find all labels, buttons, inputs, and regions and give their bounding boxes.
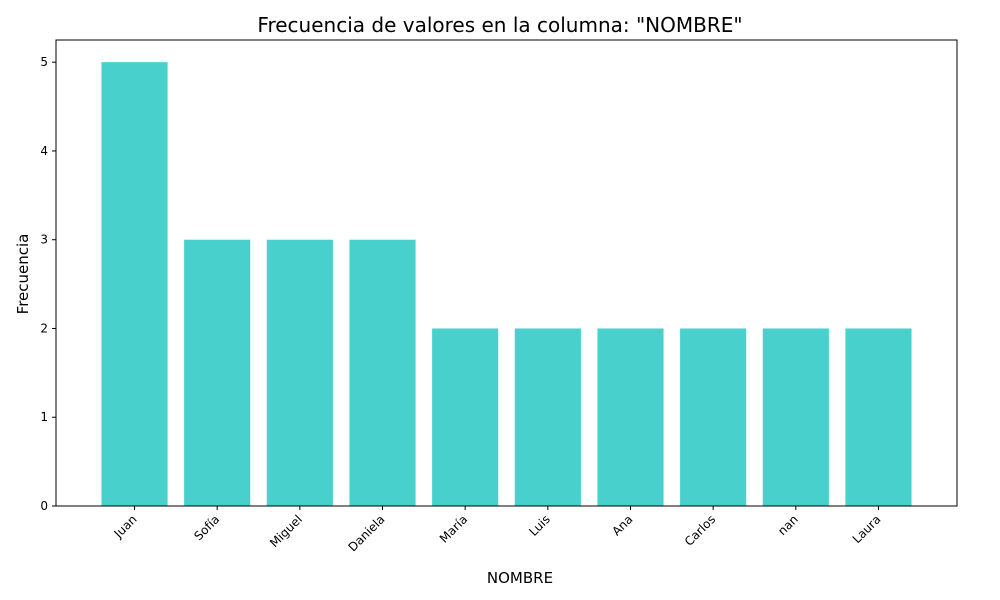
bar-nan	[762, 328, 829, 506]
axes-layer	[55, 39, 958, 507]
y-tick-label: 1	[40, 410, 48, 424]
bar-maría	[432, 328, 499, 506]
x-tick-label: Juan	[111, 512, 140, 541]
y-tick-label: 5	[40, 55, 48, 69]
x-tick-label: Carlos	[682, 512, 718, 548]
y-axis-ticks: 0 1 2 3 4 5	[40, 55, 56, 513]
x-tick-label: Daniela	[345, 512, 387, 554]
bar-daniela	[349, 239, 416, 506]
y-axis-title: Frecuencia	[14, 234, 32, 315]
x-tick-label: Ana	[609, 512, 635, 538]
bar-luis	[514, 328, 581, 506]
bar-sofía	[184, 239, 251, 506]
x-tick-label: Miguel	[267, 512, 305, 550]
bar-laura	[845, 328, 912, 506]
x-tick-label: Laura	[850, 512, 884, 546]
x-tick-label: Sofía	[191, 512, 222, 543]
bar-carlos	[680, 328, 747, 506]
y-tick-label: 4	[40, 144, 48, 158]
x-tick-label: Luis	[526, 512, 553, 539]
chart-title: Frecuencia de valores en la columna: "NO…	[257, 13, 742, 37]
x-tick-label: nan	[775, 512, 801, 538]
bars-layer	[101, 62, 912, 506]
y-tick-label: 2	[40, 321, 48, 335]
x-axis-title: NOMBRE	[487, 569, 553, 587]
bar-ana	[597, 328, 664, 506]
bar-juan	[101, 62, 168, 506]
plot-frame	[55, 39, 958, 507]
y-tick-label: 0	[40, 499, 48, 513]
x-tick-label: María	[437, 512, 470, 545]
x-axis-ticks: Juan Sofía Miguel Daniela María Luis Ana Carlos…	[111, 506, 884, 554]
bar-miguel	[266, 239, 333, 506]
y-tick-label: 3	[40, 233, 48, 247]
